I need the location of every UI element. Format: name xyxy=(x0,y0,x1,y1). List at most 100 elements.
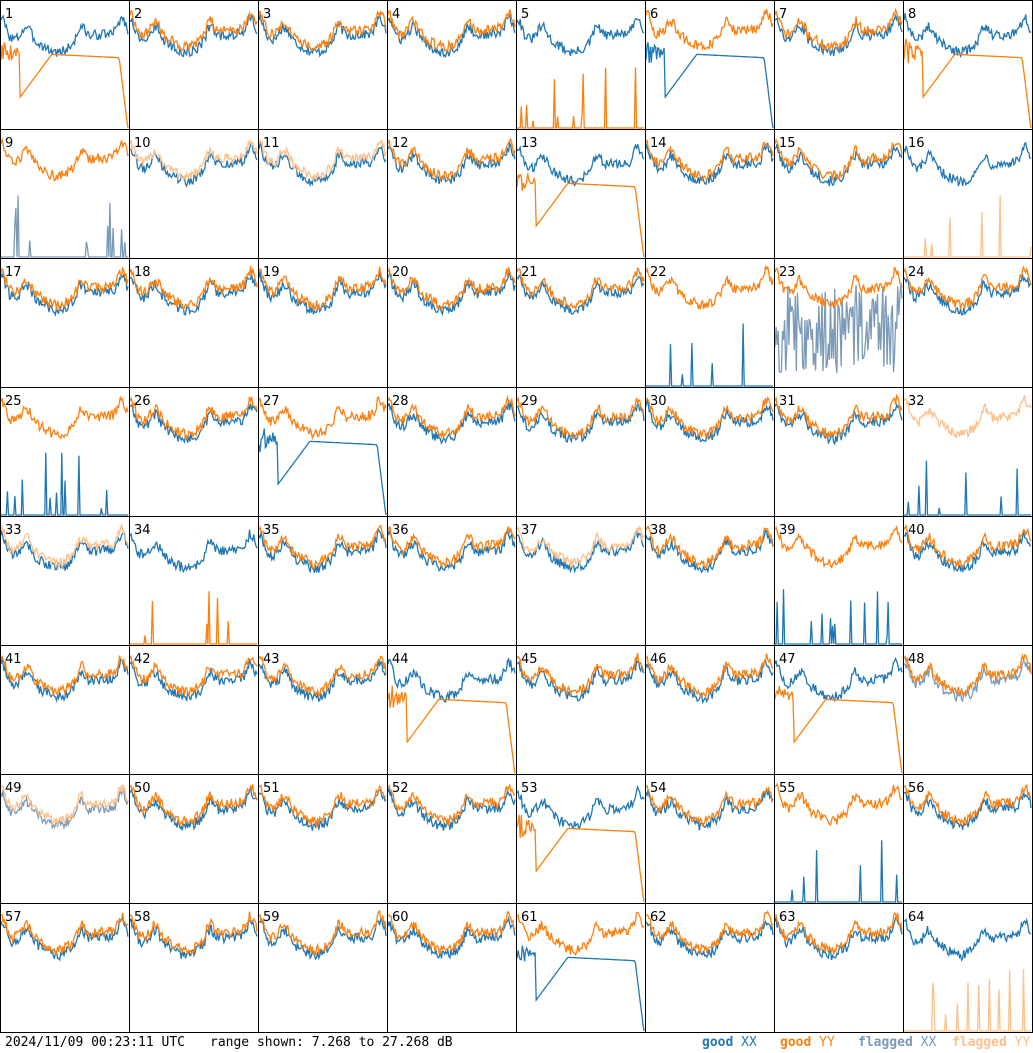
antenna-panel: 52 xyxy=(387,774,517,904)
panel-border xyxy=(516,0,646,130)
antenna-panel: 23 xyxy=(774,258,904,388)
panel-label: 28 xyxy=(392,394,409,409)
panel-label: 27 xyxy=(263,394,280,409)
panel-label: 7 xyxy=(779,7,787,22)
series-yy-line xyxy=(387,394,516,439)
panel-label: 47 xyxy=(779,652,796,667)
antenna-panel: 34 xyxy=(129,516,259,646)
panel-label: 23 xyxy=(779,265,796,280)
panel-label: 59 xyxy=(263,910,280,925)
series-xx-line xyxy=(903,660,1032,703)
antenna-panel: 19 xyxy=(258,258,388,388)
antenna-panel: 11 xyxy=(258,129,388,259)
panel-label: 44 xyxy=(392,652,409,667)
series-xx-line xyxy=(645,919,774,959)
panel-label: 18 xyxy=(134,265,151,280)
panel-label: 38 xyxy=(650,523,667,538)
series-yy-line xyxy=(387,783,516,826)
series-yy-line xyxy=(645,784,774,828)
panel-border xyxy=(258,0,388,130)
panel-label: 13 xyxy=(521,136,538,151)
antenna-panel: 60 xyxy=(387,903,517,1033)
antenna-panel: 43 xyxy=(258,645,388,775)
panel-label: 15 xyxy=(779,136,796,151)
series-xx-line xyxy=(0,530,129,571)
antenna-panel: 36 xyxy=(387,516,517,646)
series-xx-line xyxy=(258,917,387,961)
legend-pol: XX xyxy=(920,1035,937,1050)
panel-label: 14 xyxy=(650,136,667,151)
antenna-panel: 24 xyxy=(903,258,1033,388)
panel-label: 34 xyxy=(134,523,151,538)
antenna-panel: 27 xyxy=(258,387,388,517)
series-yy-line xyxy=(258,784,387,829)
panel-label: 19 xyxy=(263,265,280,280)
panel-label: 41 xyxy=(5,652,22,667)
panel-label: 43 xyxy=(263,652,280,667)
panel-border xyxy=(774,0,904,130)
series-yy-line xyxy=(0,912,129,956)
series-yy-line xyxy=(516,524,645,568)
panel-label: 3 xyxy=(263,7,271,22)
series-xx-line xyxy=(1,452,128,516)
series-xx-line xyxy=(258,12,387,58)
panel-label: 56 xyxy=(908,781,925,796)
panel-label: 11 xyxy=(263,136,280,151)
series-xx-line xyxy=(774,402,903,446)
panel-label: 17 xyxy=(5,265,22,280)
antenna-panel: 26 xyxy=(129,387,259,517)
series-xx-line xyxy=(258,140,387,188)
series-yy-line xyxy=(129,784,258,827)
panel-label: 2 xyxy=(134,7,142,22)
series-yy-line xyxy=(645,653,774,699)
series-yy-line xyxy=(258,9,387,53)
antenna-panel: 21 xyxy=(516,258,646,388)
panel-label: 58 xyxy=(134,910,151,925)
panel-label: 33 xyxy=(5,523,22,538)
panel-label: 21 xyxy=(521,265,538,280)
antenna-panel: 59 xyxy=(258,903,388,1033)
series-xx-line xyxy=(774,657,903,703)
antenna-panel: 9 xyxy=(0,129,130,259)
series-xx-line xyxy=(129,918,258,959)
series-yy-line xyxy=(517,67,644,129)
series-yy-line xyxy=(258,396,387,440)
series-yy-line xyxy=(129,265,258,311)
series-xx-line xyxy=(645,529,774,574)
series-xx-line xyxy=(775,589,902,645)
antenna-panel: 41 xyxy=(0,645,130,775)
series-yy-line xyxy=(0,783,129,827)
series-xx-line xyxy=(0,271,129,318)
panel-label: 55 xyxy=(779,781,796,796)
panel-label: 12 xyxy=(392,136,409,151)
panel-label: 5 xyxy=(521,7,529,22)
antenna-panel: 56 xyxy=(903,774,1033,904)
series-yy-line xyxy=(645,525,774,570)
series-yy-line xyxy=(516,652,645,696)
series-xx-line xyxy=(258,428,387,516)
panel-label: 6 xyxy=(650,7,658,22)
legend-word: flagged xyxy=(858,1035,913,1050)
series-yy-line xyxy=(258,524,387,569)
series-xx-line xyxy=(904,460,1031,516)
antenna-panel: 50 xyxy=(129,774,259,904)
series-xx-line xyxy=(774,13,903,57)
antenna-panel: 6 xyxy=(645,0,775,130)
antenna-panel: 31 xyxy=(774,387,904,517)
antenna-panel: 17 xyxy=(0,258,130,388)
panel-label: 26 xyxy=(134,394,151,409)
series-xx-line xyxy=(516,401,645,444)
antenna-panel: 7 xyxy=(774,0,904,130)
antenna-panel: 33 xyxy=(0,516,130,646)
antenna-panel: 62 xyxy=(645,903,775,1033)
series-yy-line xyxy=(903,783,1032,827)
series-xx-line xyxy=(903,12,1032,58)
series-yy-line xyxy=(387,266,516,311)
series-xx-line xyxy=(774,916,903,961)
series-xx-line xyxy=(903,530,1032,573)
antenna-panel: 58 xyxy=(129,903,259,1033)
legend-pol: YY xyxy=(819,1035,835,1050)
antenna-panel: 22 xyxy=(645,258,775,388)
antenna-panel: 61 xyxy=(516,903,646,1033)
panel-label: 46 xyxy=(650,652,667,667)
